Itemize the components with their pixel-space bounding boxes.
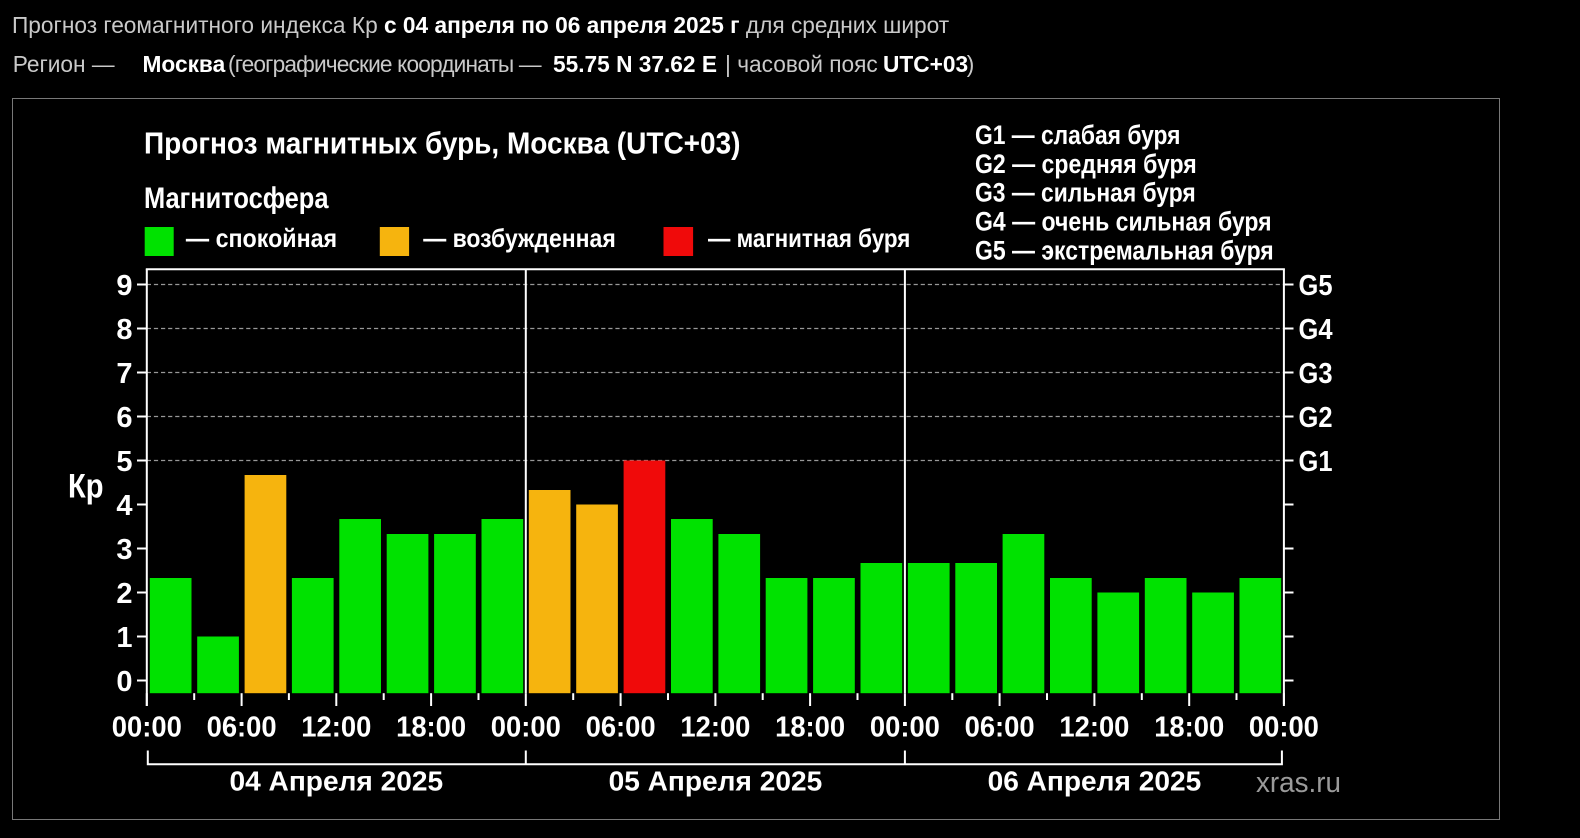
svg-text:G4: G4 (1299, 314, 1333, 346)
svg-text:5: 5 (116, 446, 132, 478)
svg-text:G1: G1 (1299, 446, 1333, 478)
svg-text:18:00: 18:00 (1154, 712, 1224, 744)
svg-text:G3: G3 (1299, 358, 1333, 390)
svg-text:G2 — средняя буря: G2 — средняя буря (975, 149, 1197, 179)
svg-text:06:00: 06:00 (586, 712, 656, 744)
svg-text:04 Апреля 2025: 04 Апреля 2025 (230, 766, 444, 797)
svg-text:G2: G2 (1299, 402, 1333, 434)
svg-text:G5: G5 (1299, 270, 1333, 302)
svg-text:xras.ru: xras.ru (1256, 767, 1341, 799)
svg-text:00:00: 00:00 (870, 712, 940, 744)
svg-text:12:00: 12:00 (1059, 712, 1129, 744)
svg-text:12:00: 12:00 (301, 712, 371, 744)
svg-text:06:00: 06:00 (207, 712, 277, 744)
svg-text:12:00: 12:00 (680, 712, 750, 744)
svg-text:— магнитная буря: — магнитная буря (708, 223, 910, 253)
svg-text:Прогноз магнитных бурь, Москва: Прогноз магнитных бурь, Москва (UTC+03) (144, 126, 741, 161)
svg-text:06:00: 06:00 (965, 712, 1035, 744)
svg-text:9: 9 (116, 270, 132, 302)
svg-text:00:00: 00:00 (491, 712, 561, 744)
svg-text:3: 3 (116, 534, 132, 566)
svg-text:05 Апреля 2025: 05 Апреля 2025 (609, 766, 823, 797)
svg-text:18:00: 18:00 (775, 712, 845, 744)
svg-text:Магнитосфера: Магнитосфера (144, 182, 329, 215)
svg-text:— спокойная: — спокойная (186, 223, 337, 253)
svg-text:G1 — слабая буря: G1 — слабая буря (975, 120, 1181, 150)
svg-text:Кр: Кр (68, 468, 104, 506)
svg-text:00:00: 00:00 (1249, 712, 1319, 744)
svg-text:6: 6 (116, 402, 132, 434)
svg-text:7: 7 (116, 358, 132, 390)
svg-text:4: 4 (116, 490, 132, 522)
svg-text:18:00: 18:00 (396, 712, 466, 744)
svg-text:06 Апреля 2025: 06 Апреля 2025 (988, 766, 1202, 797)
svg-text:8: 8 (116, 314, 132, 346)
svg-text:2: 2 (116, 578, 132, 610)
svg-text:00:00: 00:00 (112, 712, 182, 744)
svg-text:G3 — сильная буря: G3 — сильная буря (975, 178, 1196, 208)
svg-text:G5 — экстремальная буря: G5 — экстремальная буря (975, 235, 1274, 265)
svg-text:— возбужденная: — возбужденная (423, 223, 616, 253)
svg-text:1: 1 (116, 622, 132, 654)
svg-text:0: 0 (116, 666, 132, 698)
svg-text:G4 — очень сильная буря: G4 — очень сильная буря (975, 207, 1272, 237)
